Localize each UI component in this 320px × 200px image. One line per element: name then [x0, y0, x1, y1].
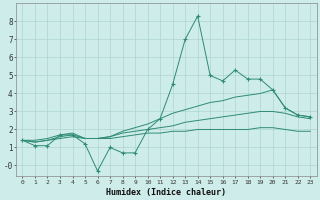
X-axis label: Humidex (Indice chaleur): Humidex (Indice chaleur)	[106, 188, 226, 197]
